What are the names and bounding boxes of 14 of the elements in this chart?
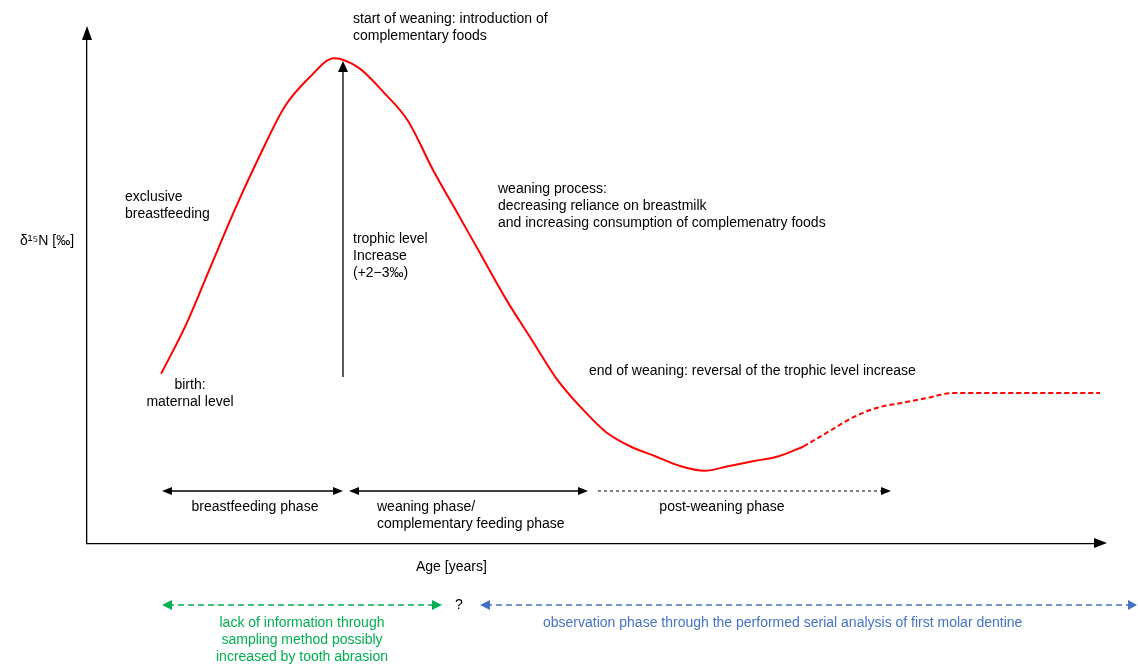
- text: observation phase through the performed serial analysis of first molar dentine: [543, 614, 1023, 631]
- annotation: weaning phase/ complementary feeding phase: [377, 498, 565, 532]
- text: start of weaning: introduction of complementary foods: [353, 10, 548, 44]
- text: ?: [455, 596, 463, 613]
- annotation: birth: maternal level: [146, 376, 234, 410]
- annotation: end of weaning: reversal of the trophic level increase: [589, 362, 916, 379]
- annotation: breastfeeding phase: [191, 498, 319, 515]
- y-axis-title: δ¹⁵N [‰]: [20, 232, 75, 249]
- annotation: trophic level Increase (+2−3‰): [353, 230, 428, 281]
- x-axis-title: Age [years]: [416, 558, 487, 575]
- annotation: exclusive breastfeeding: [125, 188, 210, 222]
- annotation: post-weaning phase: [659, 498, 785, 515]
- text: lack of information through sampling method possibly increased by tooth abrasion: [216, 614, 388, 665]
- annotation: weaning process: decreasing reliance on breastmilk and increasing consumption of complemenatry foods: [498, 180, 826, 231]
